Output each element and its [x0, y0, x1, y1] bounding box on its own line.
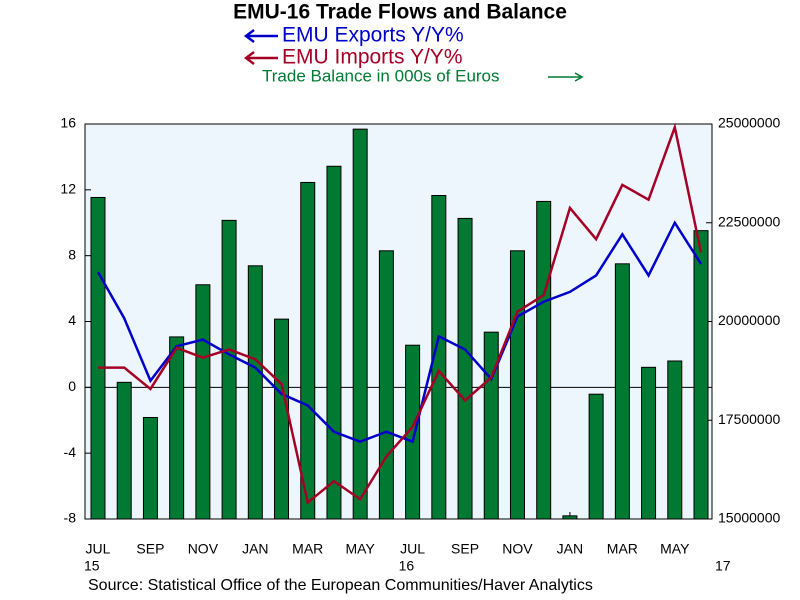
bar: [457, 217, 473, 520]
bar: [300, 181, 316, 520]
legend-arrow-head: [243, 51, 255, 65]
y-tick-label: 4: [68, 312, 76, 328]
plot-area: [84, 123, 713, 520]
bar: [326, 165, 342, 520]
legend-label: Trade Balance in 000s of Euros: [262, 66, 500, 85]
bar: [247, 265, 263, 520]
bar: [588, 393, 604, 520]
bar: [562, 515, 578, 520]
bar: [483, 331, 499, 520]
x-tick-label: SEP: [136, 541, 164, 557]
y2-tick-label: 22500000: [718, 213, 781, 229]
legend-label: EMU Imports Y/Y%: [282, 46, 463, 69]
bar: [509, 250, 525, 520]
chart-title: EMU-16 Trade Flows and Balance: [233, 1, 567, 24]
bar: [221, 219, 237, 520]
x-tick-label: SEP: [451, 541, 479, 557]
x-tick-label: MAY: [660, 541, 690, 557]
x-tick-label: JUL: [86, 541, 111, 557]
legend: EMU Exports Y/Y%EMU Imports Y/Y%Trade Ba…: [243, 24, 584, 85]
year-label: 15: [84, 558, 100, 574]
line-series: [98, 122, 703, 505]
y2-tick-label: 20000000: [718, 312, 781, 328]
bar: [116, 381, 132, 520]
bar: [169, 336, 185, 520]
y-tick-label: 16: [60, 115, 76, 131]
year-label: 16: [399, 558, 415, 574]
legend-arrow-head: [243, 29, 255, 43]
x-tick-label: NOV: [502, 541, 533, 557]
x-tick-label: MAR: [292, 541, 323, 557]
source-note: Source: Statistical Office of the Europe…: [88, 577, 593, 594]
x-tick-label: JUL: [400, 541, 425, 557]
bar: [667, 360, 683, 520]
bar: [90, 196, 106, 520]
legend-arrow-head: [574, 72, 584, 82]
year-label: 17: [715, 558, 731, 574]
line-series: [96, 220, 703, 444]
legend-label: EMU Exports Y/Y%: [282, 24, 464, 47]
y2-tick-label: 15000000: [718, 510, 781, 526]
y-tick-label: 0: [68, 378, 76, 394]
bar: [614, 263, 630, 520]
x-tick-label: MAR: [607, 541, 638, 557]
y-tick-label: -8: [64, 510, 77, 526]
bar: [195, 284, 211, 520]
y2-tick-label: 25000000: [718, 115, 781, 131]
y-tick-label: -4: [64, 444, 77, 460]
y-tick-label: 12: [60, 181, 76, 197]
x-tick-label: JAN: [242, 541, 268, 557]
y2-tick-label: 17500000: [718, 411, 781, 427]
bar: [693, 230, 709, 520]
bar: [274, 318, 290, 520]
x-tick-label: JAN: [557, 541, 583, 557]
bar: [641, 366, 657, 520]
bar: [142, 416, 158, 520]
bar: [352, 128, 368, 520]
bar: [405, 344, 421, 520]
x-tick-label: MAY: [346, 541, 376, 557]
bar: [536, 200, 552, 520]
bar: [378, 250, 394, 520]
y-tick-label: 8: [68, 246, 76, 262]
bar: [431, 194, 447, 520]
x-tick-label: NOV: [188, 541, 219, 557]
